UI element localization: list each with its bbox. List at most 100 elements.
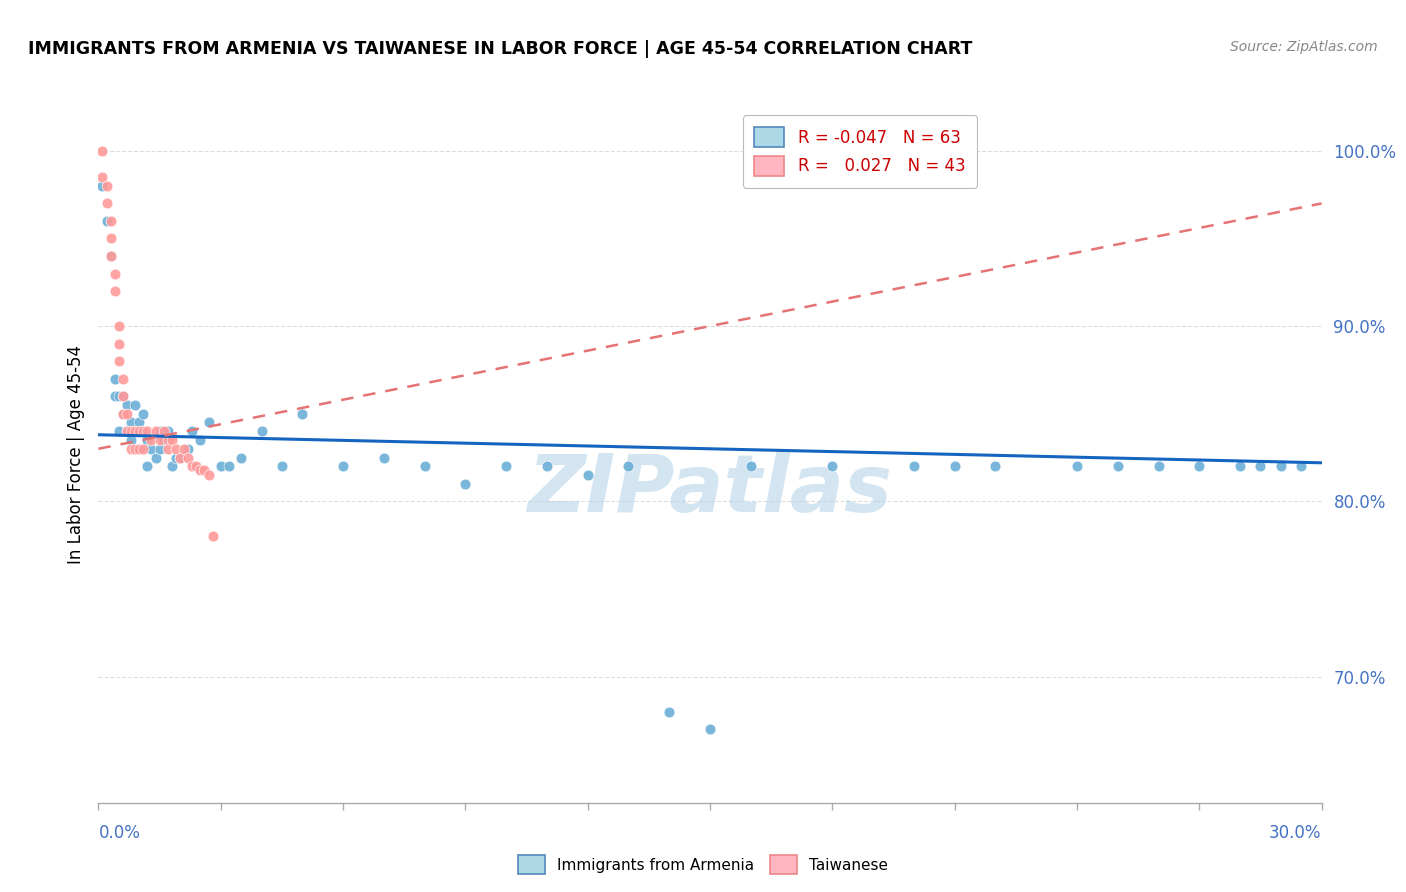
Point bbox=[104, 389, 127, 403]
Y-axis label: In Labor Force | Age 45-54: In Labor Force | Age 45-54 bbox=[66, 345, 84, 565]
Point bbox=[115, 398, 138, 412]
Point bbox=[145, 424, 167, 438]
Point bbox=[149, 442, 172, 456]
Text: 0.0%: 0.0% bbox=[98, 824, 141, 842]
Point bbox=[128, 416, 150, 430]
Point bbox=[108, 319, 131, 334]
Point bbox=[250, 424, 273, 438]
Point bbox=[132, 424, 155, 438]
Point bbox=[111, 407, 134, 421]
Point bbox=[1229, 459, 1251, 474]
Point bbox=[373, 450, 395, 465]
Point bbox=[188, 433, 212, 447]
Point bbox=[536, 459, 558, 474]
Point bbox=[617, 459, 640, 474]
Point bbox=[108, 354, 131, 368]
Point bbox=[197, 468, 219, 483]
Point bbox=[111, 389, 134, 403]
Point bbox=[124, 398, 146, 412]
Point bbox=[132, 424, 155, 438]
Point bbox=[181, 424, 204, 438]
Point bbox=[115, 407, 138, 421]
Text: ZIPatlas: ZIPatlas bbox=[527, 450, 893, 529]
Point bbox=[984, 459, 1007, 474]
Point bbox=[1147, 459, 1170, 474]
Point bbox=[111, 407, 134, 421]
Point bbox=[111, 372, 134, 386]
Point bbox=[181, 459, 204, 474]
Point bbox=[132, 442, 155, 456]
Point bbox=[100, 214, 122, 228]
Point bbox=[136, 459, 159, 474]
Point bbox=[165, 442, 187, 456]
Point bbox=[108, 424, 131, 438]
Point bbox=[156, 442, 179, 456]
Text: 30.0%: 30.0% bbox=[1270, 824, 1322, 842]
Point bbox=[270, 459, 294, 474]
Point bbox=[124, 424, 146, 438]
Point bbox=[100, 231, 122, 245]
Point bbox=[108, 336, 131, 351]
Point bbox=[156, 424, 179, 438]
Point bbox=[576, 468, 599, 483]
Point bbox=[231, 450, 253, 465]
Point bbox=[132, 407, 155, 421]
Text: IMMIGRANTS FROM ARMENIA VS TAIWANESE IN LABOR FORCE | AGE 45-54 CORRELATION CHAR: IMMIGRANTS FROM ARMENIA VS TAIWANESE IN … bbox=[28, 40, 973, 58]
Point bbox=[1107, 459, 1129, 474]
Point bbox=[160, 459, 183, 474]
Point bbox=[145, 450, 167, 465]
Point bbox=[197, 416, 219, 430]
Point bbox=[128, 424, 150, 438]
Point bbox=[169, 450, 191, 465]
Point bbox=[1188, 459, 1211, 474]
Point bbox=[120, 442, 142, 456]
Legend: Immigrants from Armenia, Taiwanese: Immigrants from Armenia, Taiwanese bbox=[512, 849, 894, 880]
Point bbox=[104, 284, 127, 298]
Point bbox=[141, 433, 163, 447]
Point bbox=[91, 170, 114, 185]
Point bbox=[1291, 459, 1313, 474]
Point bbox=[152, 433, 174, 447]
Point bbox=[128, 442, 150, 456]
Point bbox=[821, 459, 844, 474]
Point bbox=[454, 476, 477, 491]
Point bbox=[91, 144, 114, 158]
Point bbox=[218, 459, 240, 474]
Point bbox=[128, 442, 150, 456]
Point bbox=[124, 442, 146, 456]
Point bbox=[165, 450, 187, 465]
Point bbox=[177, 450, 200, 465]
Point bbox=[120, 424, 142, 438]
Point bbox=[115, 424, 138, 438]
Point bbox=[332, 459, 354, 474]
Point bbox=[186, 459, 208, 474]
Point bbox=[108, 389, 131, 403]
Point bbox=[136, 433, 159, 447]
Point bbox=[413, 459, 436, 474]
Point bbox=[903, 459, 925, 474]
Point bbox=[96, 178, 118, 193]
Point bbox=[209, 459, 232, 474]
Point bbox=[100, 249, 122, 263]
Point bbox=[136, 424, 159, 438]
Point bbox=[91, 178, 114, 193]
Legend: R = -0.047   N = 63, R =   0.027   N = 43: R = -0.047 N = 63, R = 0.027 N = 43 bbox=[742, 115, 977, 187]
Point bbox=[188, 463, 212, 477]
Point bbox=[149, 424, 172, 438]
Point bbox=[96, 196, 118, 211]
Point bbox=[120, 433, 142, 447]
Point bbox=[201, 529, 224, 543]
Point bbox=[152, 424, 174, 438]
Text: Source: ZipAtlas.com: Source: ZipAtlas.com bbox=[1230, 40, 1378, 54]
Point bbox=[177, 442, 200, 456]
Point bbox=[149, 433, 172, 447]
Point bbox=[160, 433, 183, 447]
Point bbox=[111, 389, 134, 403]
Point bbox=[100, 249, 122, 263]
Point bbox=[96, 214, 118, 228]
Point bbox=[699, 722, 721, 736]
Point bbox=[173, 442, 195, 456]
Point bbox=[104, 267, 127, 281]
Point bbox=[291, 407, 314, 421]
Point bbox=[169, 450, 191, 465]
